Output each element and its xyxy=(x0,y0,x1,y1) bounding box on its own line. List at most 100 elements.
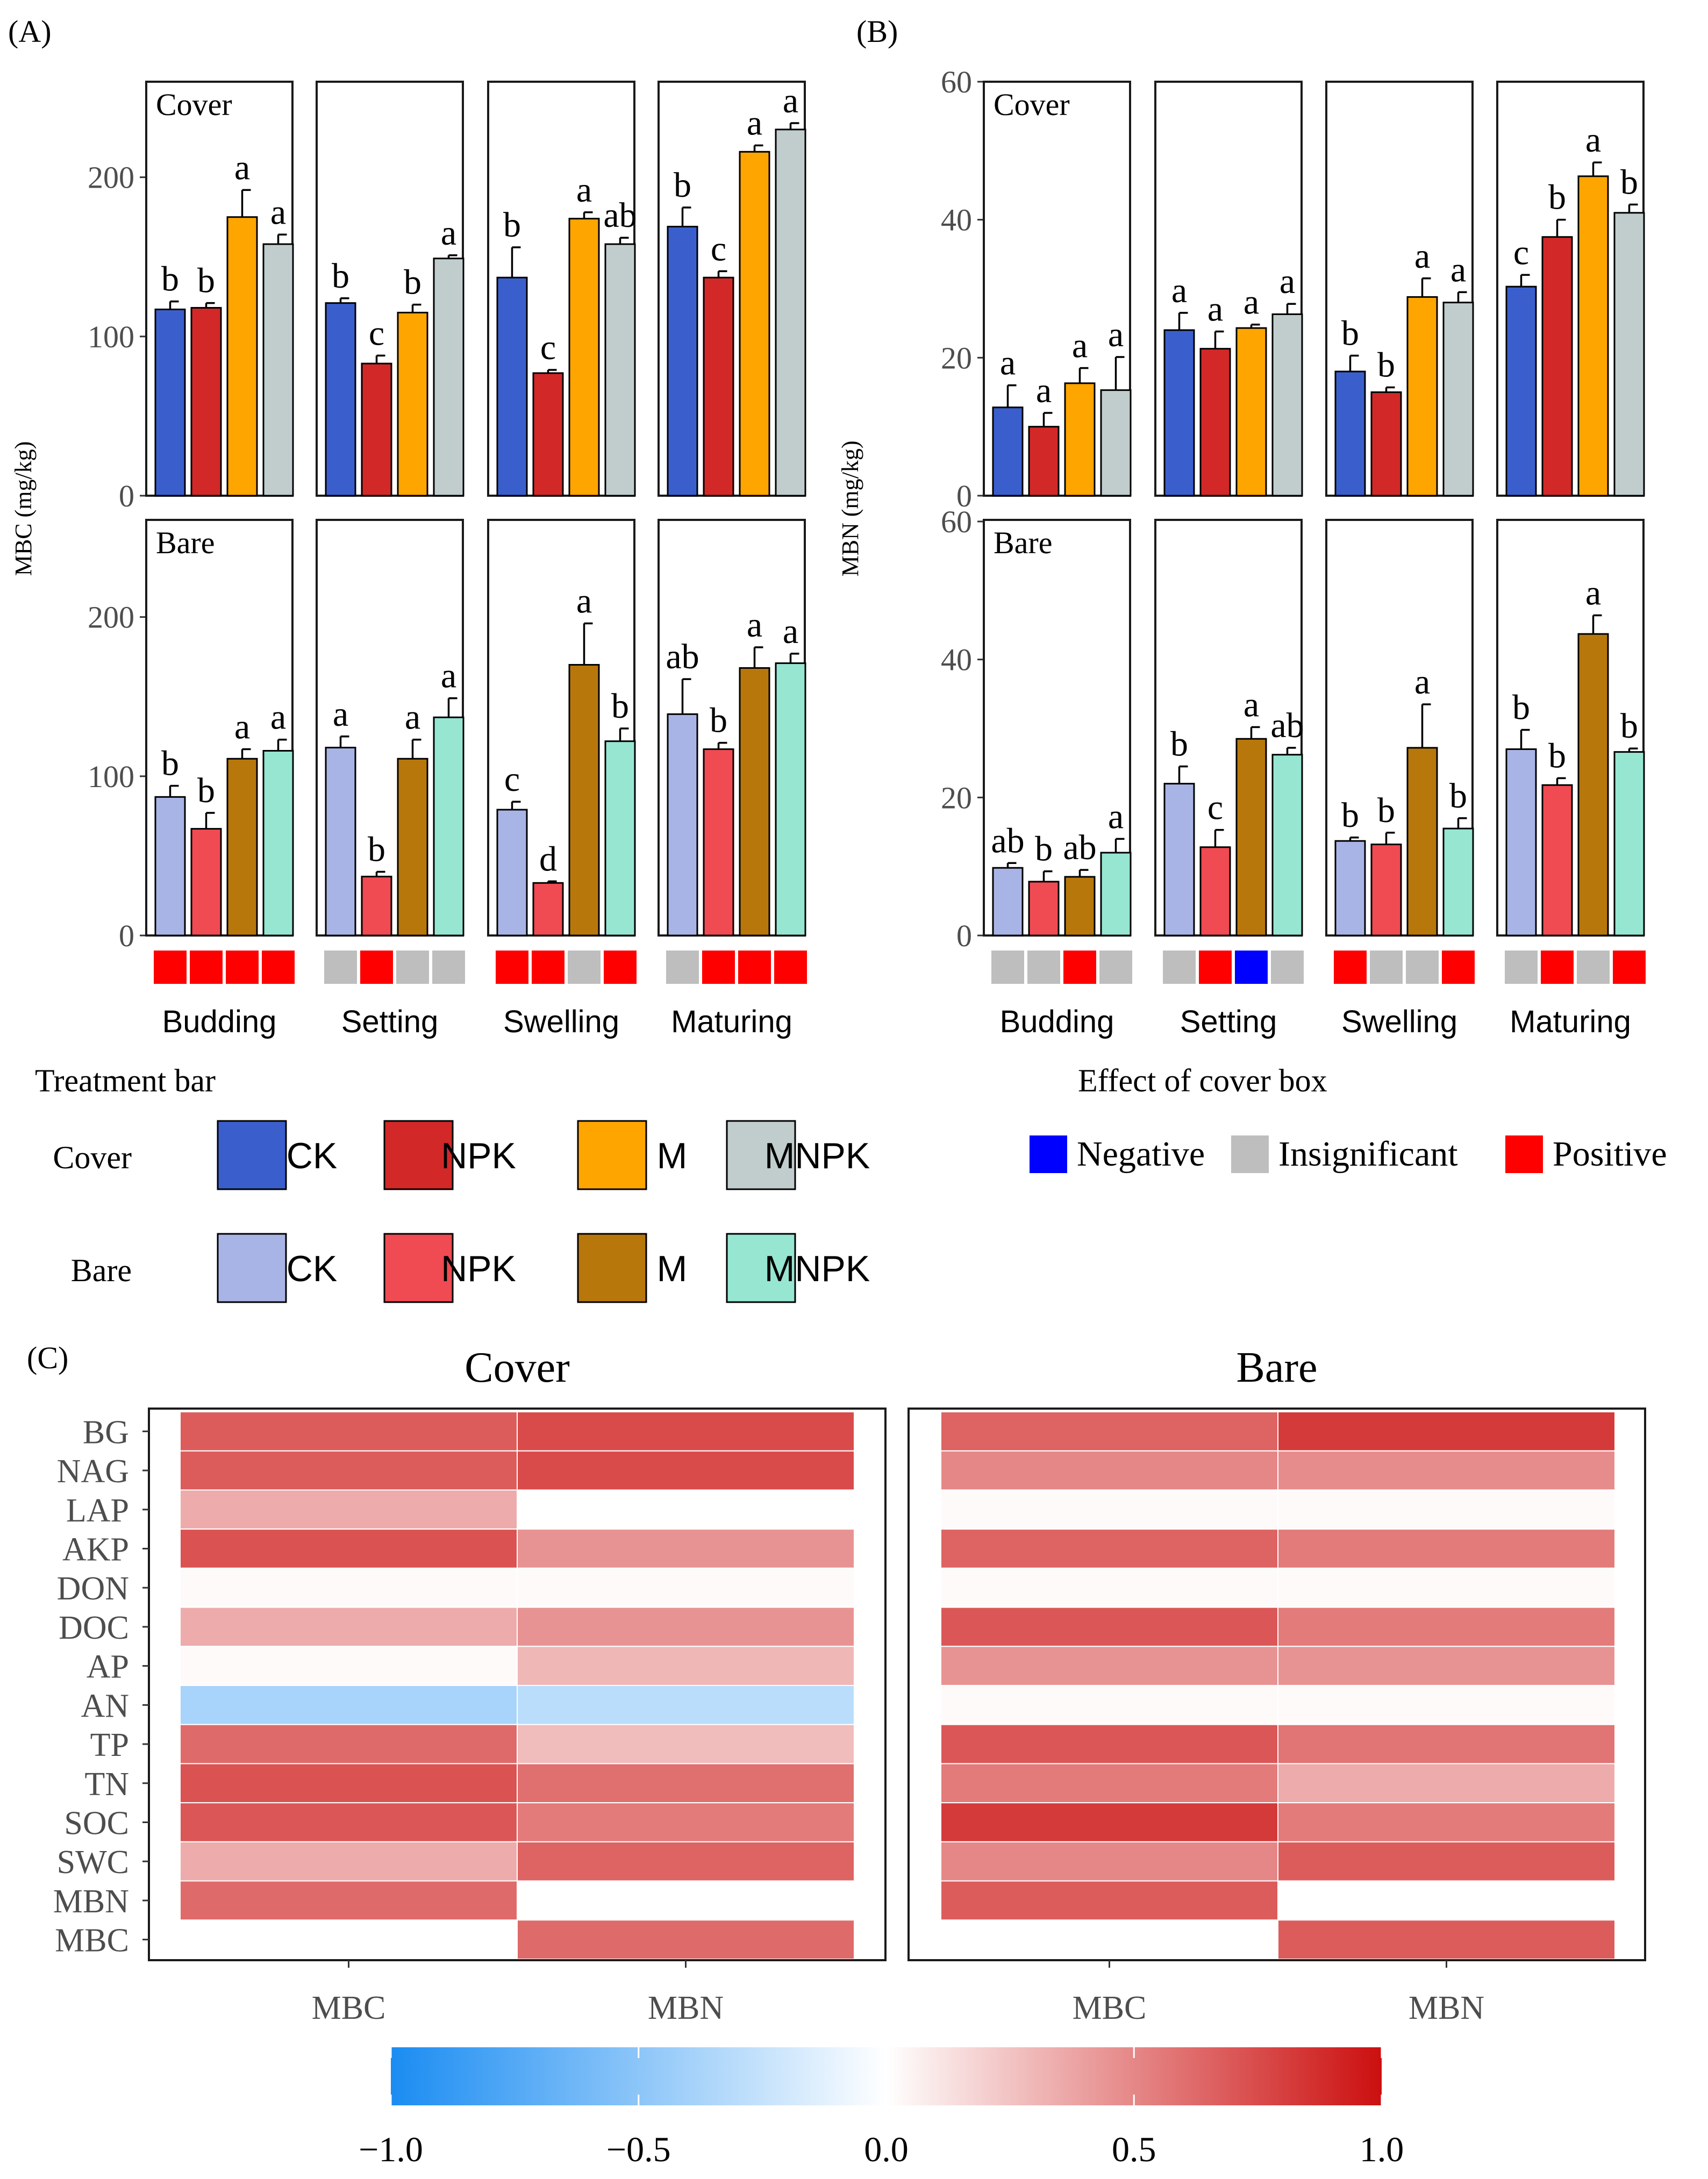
y-tick-label: 100 xyxy=(88,319,134,354)
bar xyxy=(1163,783,1195,937)
effect-box xyxy=(1235,951,1268,984)
heatmap-cell xyxy=(180,1606,518,1647)
heatmap-cell xyxy=(1277,1763,1616,1804)
bar xyxy=(1028,881,1060,937)
significance-letter: b xyxy=(197,261,215,301)
legend-title: Treatment bar xyxy=(35,1063,216,1098)
colorbar-tick-label: −1.0 xyxy=(359,2130,423,2169)
significance-letter: c xyxy=(504,760,520,799)
y-tick-label: 20 xyxy=(941,780,972,815)
bar xyxy=(604,740,636,937)
heatmap-cell xyxy=(180,1489,518,1530)
significance-letter: a xyxy=(1585,120,1601,160)
bar xyxy=(262,243,294,497)
bar xyxy=(1064,876,1096,937)
significance-letter: b xyxy=(161,260,179,299)
significance-letter: b xyxy=(1170,725,1188,764)
y-tick-label: AN xyxy=(81,1688,129,1724)
bar xyxy=(226,758,258,937)
significance-letter: c xyxy=(1207,788,1223,827)
y-tick-label: 60 xyxy=(941,504,972,539)
significance-letter: b xyxy=(197,771,215,810)
significance-letter: a xyxy=(576,582,592,621)
heatmap-cell xyxy=(1277,1802,1616,1842)
legend-swatch xyxy=(1505,1135,1543,1173)
bar xyxy=(1235,738,1267,937)
heatmap-cell xyxy=(940,1606,1278,1647)
effect-box xyxy=(1163,951,1196,984)
bar xyxy=(1406,747,1438,937)
heatmap-cell xyxy=(180,1567,518,1608)
facet-title: Cover xyxy=(464,1344,570,1391)
heatmap-cell xyxy=(180,1763,518,1804)
y-tick-label: 200 xyxy=(88,600,134,635)
heatmap-cell xyxy=(180,1724,518,1764)
bar xyxy=(325,302,356,497)
significance-letter: d xyxy=(539,839,557,878)
legend-swatch xyxy=(217,1233,287,1303)
bar xyxy=(568,218,600,497)
effect-box xyxy=(1406,951,1439,984)
effect-box xyxy=(702,951,735,984)
bar xyxy=(667,226,698,497)
panel-label-c: (C) xyxy=(27,1340,68,1375)
significance-letter: c xyxy=(369,313,384,353)
heatmap-cell xyxy=(180,1411,518,1452)
bar xyxy=(1442,302,1474,497)
heatmap-cell xyxy=(180,1450,518,1491)
significance-letter: a xyxy=(1450,250,1466,289)
heatmap-cell xyxy=(940,1841,1278,1882)
bar xyxy=(325,747,356,937)
significance-letter: a xyxy=(441,656,456,696)
bar xyxy=(1271,754,1303,937)
y-tick-label: BG xyxy=(83,1414,129,1451)
significance-letter: a xyxy=(1036,371,1052,410)
bar xyxy=(775,662,806,937)
panel-label-b: (B) xyxy=(856,14,898,49)
bar xyxy=(1577,633,1609,937)
significance-letter: b xyxy=(611,687,629,726)
significance-letter: a xyxy=(1414,237,1430,276)
legend-row-label: Bare xyxy=(71,1253,132,1288)
heatmap-cell xyxy=(1277,1919,1616,1960)
bar xyxy=(1199,846,1231,937)
row-label: Cover xyxy=(156,87,232,122)
y-tick-label: 40 xyxy=(941,642,972,677)
heatmap-cell xyxy=(517,1646,855,1686)
bar xyxy=(1541,236,1573,497)
effect-box xyxy=(1541,951,1574,984)
significance-letter: a xyxy=(1108,315,1124,354)
heatmap-cell xyxy=(1277,1724,1616,1764)
effect-box xyxy=(396,951,429,984)
legend-swatch xyxy=(217,1120,287,1190)
effect-box xyxy=(1199,951,1232,984)
effect-box xyxy=(1505,951,1538,984)
significance-letter: b xyxy=(332,256,349,296)
effect-box xyxy=(1099,951,1132,984)
significance-letter: b xyxy=(1512,688,1530,727)
x-tick-label: MBN xyxy=(1409,1990,1484,2026)
bar xyxy=(1370,391,1402,497)
bar xyxy=(433,716,464,937)
significance-letter: a xyxy=(1244,685,1259,724)
heatmap-cell xyxy=(180,1685,518,1725)
heatmap-cell xyxy=(1277,1528,1616,1569)
legend-swatch xyxy=(726,1120,796,1190)
bar xyxy=(1334,840,1366,937)
x-tick-label: MBN xyxy=(648,1990,724,2026)
y-tick-label: DOC xyxy=(59,1610,129,1646)
heatmap-cell xyxy=(1277,1567,1616,1608)
bar xyxy=(262,749,294,937)
bar xyxy=(1505,748,1537,937)
significance-letter: b xyxy=(1449,776,1467,816)
significance-letter: a xyxy=(1414,662,1430,702)
bar xyxy=(433,258,464,497)
heatmap-cell xyxy=(517,1802,855,1842)
significance-letter: b xyxy=(1341,313,1359,353)
effect-box xyxy=(1442,951,1475,984)
bar xyxy=(739,667,770,937)
significance-letter: a xyxy=(747,605,762,645)
heatmap-cell xyxy=(517,1411,855,1452)
legend-swatch xyxy=(383,1120,454,1190)
significance-letter: b xyxy=(368,830,385,869)
